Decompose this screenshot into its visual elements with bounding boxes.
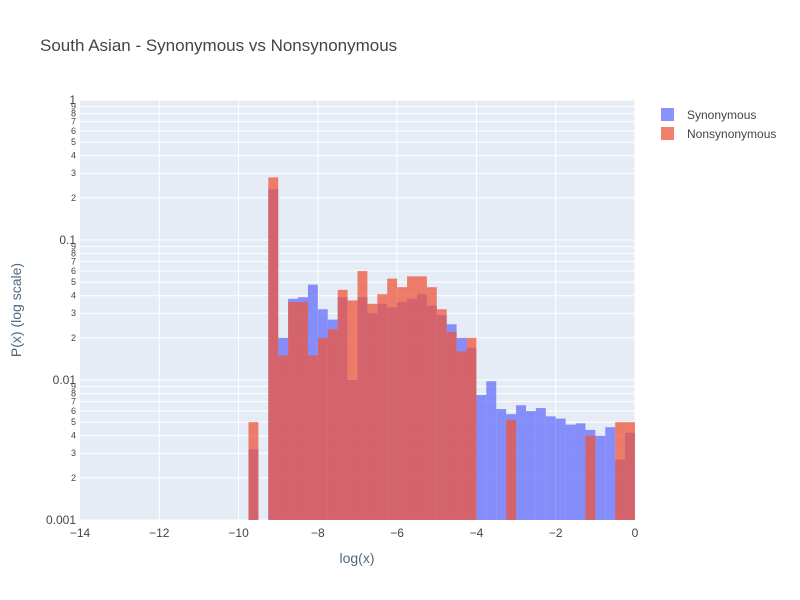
y-minor-tick-label: 6 xyxy=(71,126,76,136)
histogram-bar xyxy=(416,276,427,520)
histogram-bar xyxy=(407,276,417,520)
histogram-bar xyxy=(367,303,378,520)
y-tick-label: 0.01 xyxy=(53,373,77,387)
histogram-bar xyxy=(327,329,338,520)
legend[interactable]: Synonymous Nonsynonymous xyxy=(661,108,776,141)
legend-label-synonymous: Synonymous xyxy=(687,108,756,122)
x-tick-label: −14 xyxy=(70,526,91,540)
y-minor-tick-label: 4 xyxy=(71,291,76,301)
histogram-bar xyxy=(288,302,299,520)
y-minor-tick-label: 8 xyxy=(71,249,76,259)
legend-label-nonsynonymous: Nonsynonymous xyxy=(687,127,776,141)
histogram-bar xyxy=(337,289,348,520)
histogram-bar xyxy=(307,355,318,520)
legend-swatch-synonymous xyxy=(661,108,674,121)
y-minor-tick-label: 4 xyxy=(71,151,76,161)
histogram-bar xyxy=(525,411,536,520)
legend-item-nonsynonymous[interactable]: Nonsynonymous xyxy=(661,127,776,141)
histogram-bar xyxy=(387,278,398,520)
histogram-bar xyxy=(456,351,467,520)
histogram-bar xyxy=(605,427,616,520)
y-minor-tick-label: 2 xyxy=(71,193,76,203)
histogram-bar xyxy=(278,355,289,520)
y-minor-tick-label: 9 xyxy=(71,101,76,111)
y-tick-label: 0.1 xyxy=(59,233,76,247)
histogram-bar xyxy=(585,435,596,520)
histogram-bar xyxy=(436,309,447,520)
x-tick-label: −2 xyxy=(549,526,563,540)
y-minor-tick-label: 3 xyxy=(71,308,76,318)
legend-swatch-nonsynonymous xyxy=(661,127,674,140)
series-nonsynonymous xyxy=(248,177,635,520)
y-minor-tick-label: 5 xyxy=(71,137,76,147)
bars-layer xyxy=(248,177,635,521)
histogram-bar xyxy=(506,419,517,520)
y-minor-tick-label: 2 xyxy=(71,333,76,343)
x-tick-label: −8 xyxy=(311,526,325,540)
x-tick-label: 0 xyxy=(632,526,639,540)
y-axis-label: P(x) (log scale) xyxy=(8,263,24,357)
histogram-bar xyxy=(347,300,358,520)
histogram-bar xyxy=(426,287,437,520)
histogram-bar xyxy=(476,395,487,520)
x-tick-label: −12 xyxy=(149,526,170,540)
x-tick-label: −4 xyxy=(470,526,484,540)
histogram-bar xyxy=(268,177,279,520)
y-minor-tick-label: 5 xyxy=(71,277,76,287)
x-axis-label: log(x) xyxy=(339,550,374,566)
histogram-bar xyxy=(466,337,477,520)
x-tick-label: −10 xyxy=(228,526,249,540)
y-minor-tick-label: 7 xyxy=(71,257,76,267)
y-tick-label: 0.001 xyxy=(46,513,76,527)
histogram-bar xyxy=(575,423,586,520)
histogram-bar xyxy=(535,408,546,520)
y-minor-tick-label: 7 xyxy=(71,117,76,127)
y-minor-tick-label: 4 xyxy=(71,431,76,441)
y-minor-tick-label: 9 xyxy=(71,381,76,391)
histogram-bar xyxy=(595,435,606,520)
histogram-bar xyxy=(298,302,308,520)
histogram-bar xyxy=(446,332,457,520)
histogram-bar xyxy=(377,294,388,520)
x-tick-label: −6 xyxy=(390,526,404,540)
y-minor-tick-label: 8 xyxy=(71,109,76,119)
histogram-bar xyxy=(516,405,526,520)
histogram-bar xyxy=(397,287,408,520)
x-axis-ticks: −14 −12 −10 −8 −6 −4 −2 0 xyxy=(70,526,639,540)
histogram-bar xyxy=(625,422,635,520)
histogram-bar xyxy=(545,416,556,520)
y-minor-tick-label: 3 xyxy=(71,448,76,458)
y-tick-label: 1 xyxy=(69,93,76,107)
histogram-bar xyxy=(486,381,497,520)
histogram-bar xyxy=(496,409,507,520)
histogram-bar xyxy=(565,424,576,520)
histogram-bar xyxy=(317,337,328,520)
y-minor-tick-label: 6 xyxy=(71,406,76,416)
y-minor-tick-label: 5 xyxy=(71,417,76,427)
histogram-bar xyxy=(357,271,368,520)
histogram-bar xyxy=(248,422,259,520)
y-minor-tick-label: 8 xyxy=(71,389,76,399)
histogram-bar xyxy=(615,422,626,520)
y-minor-tick-label: 6 xyxy=(71,266,76,276)
y-minor-tick-label: 9 xyxy=(71,241,76,251)
chart-title: South Asian - Synonymous vs Nonsynonymou… xyxy=(40,36,397,55)
y-minor-tick-label: 7 xyxy=(71,397,76,407)
y-minor-tick-label: 3 xyxy=(71,168,76,178)
legend-item-synonymous[interactable]: Synonymous xyxy=(661,108,756,122)
y-minor-tick-label: 2 xyxy=(71,473,76,483)
histogram-bar xyxy=(555,418,566,520)
